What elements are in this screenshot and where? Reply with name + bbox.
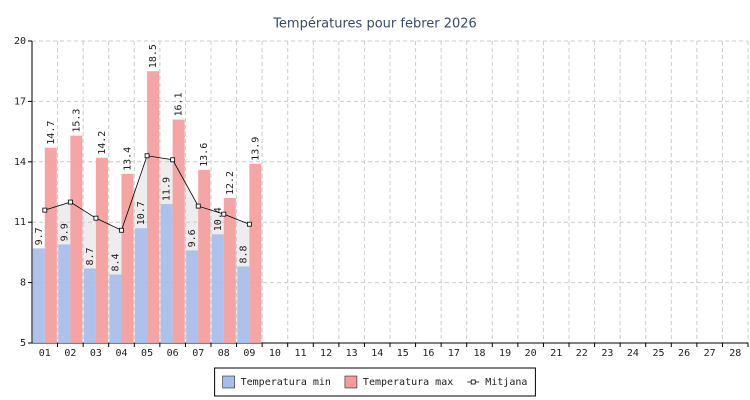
x-tick-label: 14 [371, 348, 383, 359]
x-tick-label: 02 [64, 348, 76, 359]
value-label: 8.7 [85, 247, 96, 265]
x-tick-label: 07 [192, 348, 204, 359]
x-tick-label: 17 [448, 348, 460, 359]
value-label: 10.7 [136, 201, 147, 225]
x-tick-label: 01 [39, 348, 51, 359]
bar [70, 135, 83, 343]
value-label: 12.2 [225, 171, 236, 195]
line-marker [246, 221, 252, 227]
y-tick-label: 14 [14, 157, 26, 168]
bar [198, 169, 211, 343]
line-marker [67, 199, 73, 205]
line-marker [144, 153, 150, 159]
x-tick-label: 13 [346, 348, 358, 359]
legend-box [214, 367, 536, 397]
line-marker [119, 227, 124, 233]
y-tick-label: 20 [14, 36, 26, 47]
bar [186, 250, 199, 343]
x-tick-label: 16 [422, 348, 434, 359]
x-tick-label: 04 [115, 348, 127, 359]
value-label: 11.9 [162, 177, 173, 201]
bar [172, 119, 185, 344]
bar [147, 71, 160, 343]
y-tick-label: 5 [20, 338, 26, 349]
x-tick-label: 12 [320, 348, 332, 359]
x-tick-label: 23 [601, 348, 613, 359]
x-tick-label: 22 [576, 348, 588, 359]
x-tick-label: 05 [141, 348, 153, 359]
x-tick-label: 24 [627, 348, 639, 359]
x-tick-label: 28 [729, 348, 741, 359]
bar [249, 163, 262, 343]
x-tick-label: 18 [473, 348, 485, 359]
y-tick-label: 8 [20, 278, 26, 289]
value-label: 14.7 [46, 121, 57, 145]
line-marker [93, 215, 99, 221]
x-tick-label: 09 [243, 348, 255, 359]
x-tick-label: 25 [652, 348, 664, 359]
bar [58, 244, 71, 343]
value-label: 13.6 [199, 143, 210, 167]
value-label: 9.6 [187, 229, 198, 247]
value-label: 16.1 [174, 92, 185, 116]
line-marker [170, 157, 176, 163]
value-label: 8.4 [110, 253, 121, 271]
x-tick-label: 19 [499, 348, 511, 359]
bar [121, 173, 134, 343]
y-tick-label: 11 [14, 217, 26, 228]
value-label: 9.9 [59, 223, 70, 241]
legend-swatch [344, 375, 358, 389]
x-tick-label: 27 [704, 348, 716, 359]
value-label: 18.5 [148, 44, 159, 68]
legend: Temperatura min Temperatura max Mitjana [214, 367, 536, 397]
legend-label: Temperatura min [241, 377, 331, 388]
x-tick-label: 03 [90, 348, 102, 359]
line-marker [221, 211, 227, 217]
bar [160, 204, 173, 343]
bar [83, 268, 96, 343]
bar [237, 266, 250, 343]
x-tick-label: 26 [678, 348, 690, 359]
value-label: 13.4 [123, 147, 134, 171]
value-label: 13.9 [250, 137, 261, 161]
legend-label: Mitjana [485, 377, 527, 388]
x-tick-label: 06 [167, 348, 179, 359]
value-label: 14.2 [97, 131, 108, 155]
bar [95, 157, 108, 343]
legend-swatch [222, 375, 235, 389]
x-tick-label: 21 [550, 348, 562, 359]
value-label: 8.8 [238, 245, 249, 263]
chart-title: Températures pour febrer 2026 [272, 17, 477, 32]
x-tick-label: 20 [525, 348, 537, 359]
x-tick-label: 08 [218, 348, 230, 359]
bar [135, 228, 148, 343]
bar [211, 234, 224, 343]
value-label: 15.3 [71, 109, 82, 133]
line-marker [195, 203, 201, 209]
bar [223, 198, 236, 343]
x-tick-label: 10 [269, 348, 281, 359]
bar [32, 248, 45, 343]
legend-label: Temperatura max [363, 377, 453, 388]
x-tick-label: 15 [397, 348, 409, 359]
line-marker [42, 207, 48, 213]
value-label: 9.7 [34, 227, 45, 245]
bar [109, 274, 122, 343]
y-tick-label: 17 [14, 96, 26, 107]
x-tick-label: 11 [294, 348, 306, 359]
value-label: 10.4 [213, 207, 224, 231]
legend-swatch [470, 379, 476, 385]
bar [44, 147, 57, 343]
